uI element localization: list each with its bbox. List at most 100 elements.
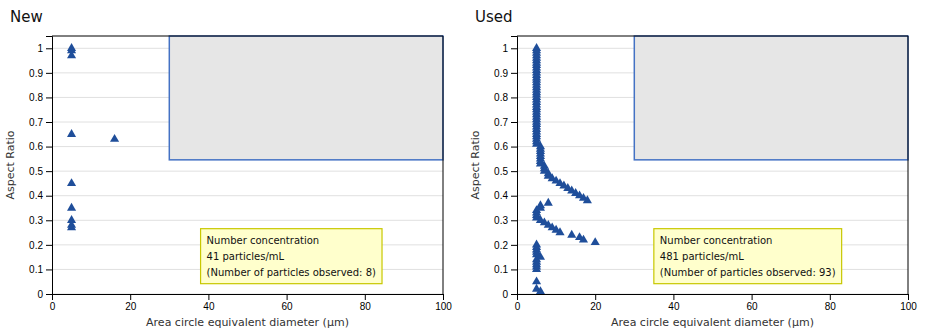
tick-label: 100 (900, 301, 917, 312)
axis-line (53, 295, 444, 301)
tick: 0.3 (29, 215, 52, 226)
tick-mark (673, 294, 674, 300)
tick-label: 0.5 (494, 166, 508, 177)
tick-mark (511, 196, 517, 197)
tick: 0.8 (29, 92, 52, 103)
y-axis-title: Aspect Ratio (4, 130, 17, 199)
tick-mark (511, 220, 517, 221)
tick-mark (46, 269, 52, 270)
tick-mark (46, 294, 52, 295)
tick-label: 100 (435, 301, 452, 312)
tick: 20 (125, 294, 137, 312)
tick-label: 0 (37, 289, 43, 300)
y-axis: 00.10.20.30.40.50.60.70.80.91 (494, 37, 517, 300)
x-axis: 020406080100 (515, 294, 918, 312)
tick-label: 60 (282, 301, 294, 312)
tick-label: 0.3 (494, 215, 508, 226)
point (532, 276, 541, 284)
point (67, 203, 76, 211)
tick: 80 (825, 294, 837, 312)
annotation-box (201, 229, 382, 284)
grid-line (52, 220, 443, 221)
image-panel (169, 36, 443, 160)
points (67, 43, 119, 230)
tick: 0.5 (494, 166, 517, 177)
image-panel (634, 36, 908, 160)
tick: 1 (502, 43, 517, 54)
tick: 60 (282, 294, 294, 312)
tick: 0.2 (29, 240, 52, 251)
tick-label: 0 (50, 301, 56, 312)
point (583, 195, 592, 203)
tick-label: 0.4 (29, 190, 43, 201)
tick: 100 (900, 294, 917, 312)
tick: 0.4 (494, 190, 517, 201)
annotation: Number concentration41 particles/mL(Numb… (201, 229, 382, 284)
tick: 0 (50, 294, 56, 312)
tick-label: 0.8 (494, 92, 508, 103)
tick-label: 0.8 (29, 92, 43, 103)
tick-label: 0.2 (494, 240, 508, 251)
tick: 0.4 (29, 190, 52, 201)
tick: 0.9 (494, 68, 517, 79)
point (555, 227, 564, 235)
tick-mark (130, 294, 131, 300)
tick: 0.3 (494, 215, 517, 226)
tick-mark (443, 294, 444, 300)
grid-line (517, 171, 908, 172)
tick: 0.1 (29, 264, 52, 275)
point (110, 134, 119, 142)
annotation-text: 41 particles/mL (207, 251, 285, 262)
panel: 02040608010000.10.20.30.40.50.60.70.80.9… (4, 8, 452, 329)
tick-label: 20 (125, 301, 137, 312)
tick-label: 0.9 (29, 68, 43, 79)
point (67, 50, 76, 58)
tick-mark (46, 48, 52, 49)
tick-label: 0.5 (29, 166, 43, 177)
tick: 60 (747, 294, 759, 312)
tick-mark (511, 122, 517, 123)
tick-mark (830, 294, 831, 300)
tick-mark (511, 48, 517, 49)
tick-mark (46, 122, 52, 123)
tick-mark (46, 147, 52, 148)
tick-mark (46, 73, 52, 74)
tick: 0 (502, 289, 517, 300)
tick: 0.1 (494, 264, 517, 275)
tick: 80 (360, 294, 372, 312)
tick: 1 (37, 43, 52, 54)
tick-label: 40 (203, 301, 215, 312)
tick-label: 0.1 (29, 264, 43, 275)
annotation-text: 481 particles/mL (660, 251, 744, 262)
tick-mark (752, 294, 753, 300)
point (536, 286, 545, 294)
tick-mark (511, 245, 517, 246)
tick-mark (511, 147, 517, 148)
tick-mark (208, 294, 209, 300)
annotation-text: Number concentration (660, 235, 773, 246)
point (567, 230, 576, 238)
point (579, 235, 588, 243)
tick: 0.9 (29, 68, 52, 79)
tick-label: 80 (360, 301, 372, 312)
tick-mark (511, 97, 517, 98)
y-axis-title: Aspect Ratio (469, 130, 482, 199)
chart: 02040608010000.10.20.30.40.50.60.70.80.9… (0, 0, 930, 334)
axis-line (46, 37, 53, 295)
tick-mark (365, 294, 366, 300)
tick-label: 1 (502, 43, 508, 54)
tick: 0.7 (494, 117, 517, 128)
axis-line (511, 37, 518, 295)
frame (443, 36, 444, 294)
tick-label: 80 (825, 301, 837, 312)
tick-label: 0.4 (494, 190, 508, 201)
annotation-text: (Number of particles observed: 93) (660, 267, 836, 278)
tick-mark (511, 171, 517, 172)
point (67, 222, 76, 230)
tick-label: 0.2 (29, 240, 43, 251)
tick-mark (511, 73, 517, 74)
tick-label: 0.9 (494, 68, 508, 79)
tick-label: 0.3 (29, 215, 43, 226)
annotation: Number concentration 481 particles/mL (Num… (654, 229, 842, 284)
tick: 0.5 (29, 166, 52, 177)
